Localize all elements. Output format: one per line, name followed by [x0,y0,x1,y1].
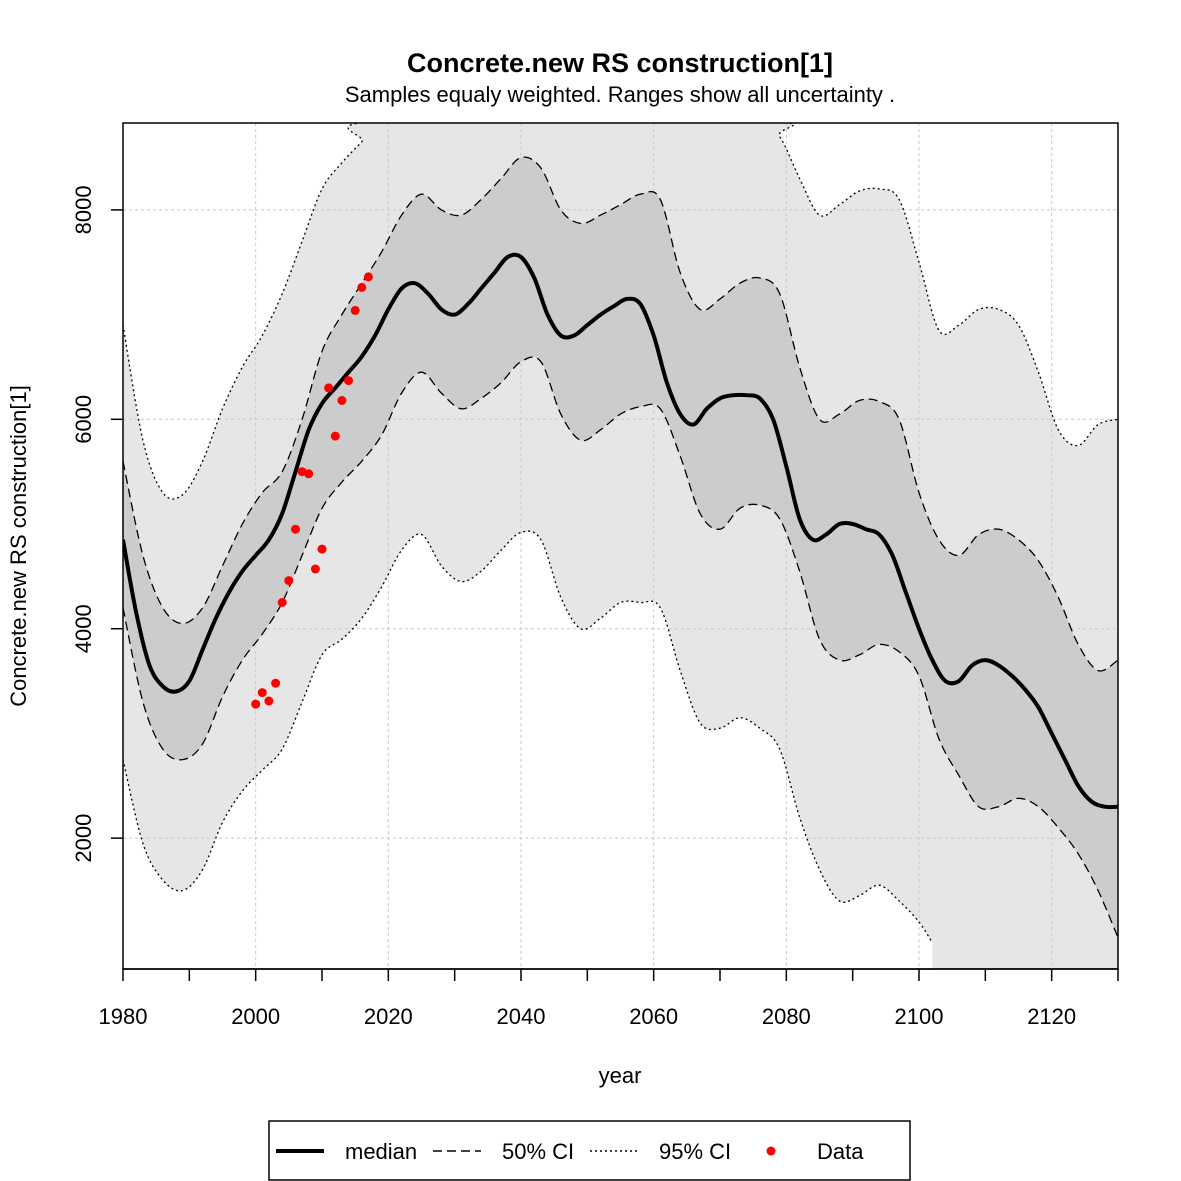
legend-label-data: Data [817,1139,864,1164]
data-point [291,524,300,534]
band-50ci [123,157,1118,938]
data-point [324,383,334,393]
data-point [357,282,367,292]
x-tick-label: 2060 [629,1004,678,1029]
legend-label-median: median [345,1139,417,1164]
legend-key-data [766,1146,776,1156]
data-point [330,431,340,441]
y-axis-label: Concrete.new RS construction[1] [6,385,31,707]
data-point [310,564,320,574]
x-tick-label: 2020 [364,1004,413,1029]
data-point [271,678,281,688]
data-point [284,576,294,586]
legend: median 50% CI 95% CI Data [268,1120,911,1181]
data-point [317,544,327,554]
line-50ci-upper [123,156,1118,672]
x-axis-label: year [599,1063,642,1088]
y-tick-label: 6000 [71,395,96,444]
data-point [350,305,360,315]
legend-label-50ci: 50% CI [502,1139,574,1164]
legend-box [268,1120,911,1181]
chart-title: Concrete.new RS construction[1] [407,48,833,78]
plot-area [122,122,1119,970]
x-tick-label: 1980 [99,1004,148,1029]
x-tick-label: 2080 [762,1004,811,1029]
data-point [257,688,267,698]
line-95ci-lower [123,530,933,944]
x-tick-label: 2040 [497,1004,546,1029]
line-50ci-lower [123,356,1118,938]
chart-subtitle: Samples equaly weighted. Ranges show all… [345,82,895,107]
data-point [251,699,261,709]
data-point [337,396,347,405]
data-point [363,272,373,282]
line-median [123,252,1118,810]
data-point [304,469,314,479]
data-point [344,376,353,386]
y-axis: 2000 4000 6000 8000 [71,185,123,863]
x-tick-label: 2120 [1027,1004,1076,1029]
y-tick-label: 2000 [71,814,96,863]
legend-label-95ci: 95% CI [659,1139,731,1164]
x-tick-label: 2000 [231,1004,280,1029]
data-point [264,696,274,706]
y-tick-label: 4000 [71,604,96,653]
data-point [277,598,287,607]
x-axis: 1980 2000 2020 2040 2060 2080 2100 2120 [99,968,1119,1029]
line-95ci-upper [123,123,1118,500]
y-tick-label: 8000 [71,185,96,234]
x-tick-label: 2100 [895,1004,944,1029]
